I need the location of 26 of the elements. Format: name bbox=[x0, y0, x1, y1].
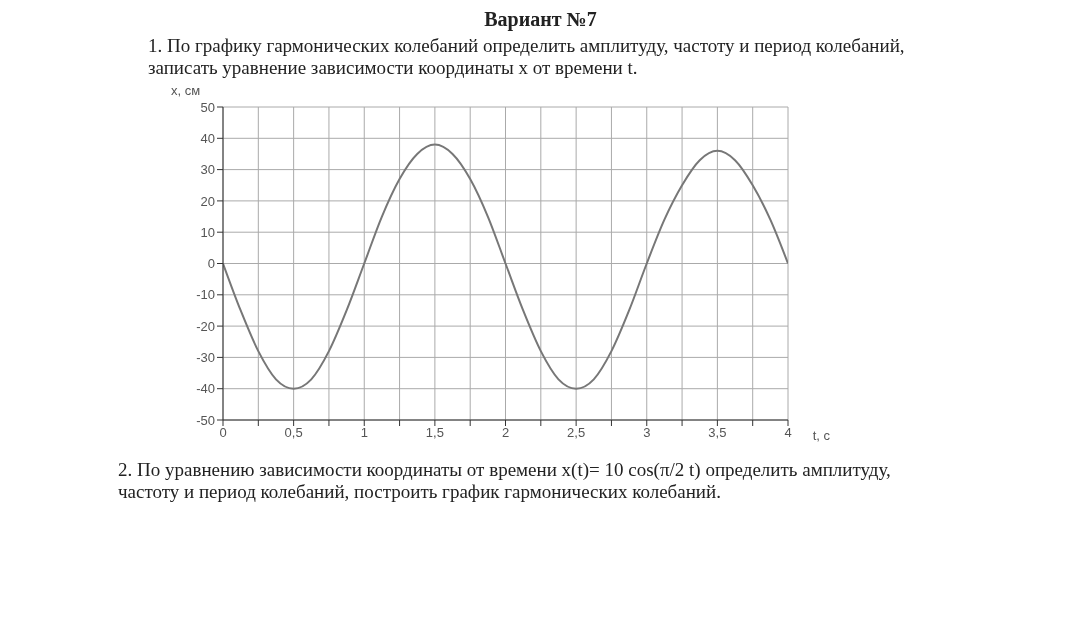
text: 2. По уравнению зависимости координаты от времени x(t)= 10 cos(π/2 t) определить амплитуду, частоту и период колебаний, построить график гармонических колебаний. bbox=[118, 459, 892, 503]
x-tick-label: 3,5 bbox=[708, 425, 727, 441]
x-tick-label: 1 bbox=[360, 425, 368, 441]
x-tick-label: 1,5 bbox=[425, 425, 444, 441]
line-series bbox=[223, 143, 788, 390]
x-axis-title: t, c bbox=[812, 428, 831, 443]
y-tick-label: 20 bbox=[200, 193, 215, 209]
y-tick-label: -20 bbox=[196, 318, 215, 334]
y-tick-label: -10 bbox=[196, 287, 215, 303]
y-tick-label: 40 bbox=[200, 130, 215, 146]
y-tick-label: -40 bbox=[196, 381, 215, 397]
chart-title: Вариант №7 bbox=[483, 8, 598, 31]
y-tick-label: 30 bbox=[200, 162, 215, 178]
x-tick-label: 2 bbox=[501, 425, 510, 441]
x-tick-label: 3 bbox=[643, 425, 651, 441]
x-tick-label: 0,5 bbox=[284, 425, 303, 441]
y-tick-label: 50 bbox=[200, 99, 215, 115]
x-tick-label: 0 bbox=[219, 425, 227, 441]
text: 1. По графику гармонических колебаний определить амплитуду, частоту и период колебаний, записать уравнение зависимости координаты x от времени t. bbox=[148, 35, 906, 79]
x-tick-label: 4 bbox=[784, 425, 792, 441]
y-tick-label: 0 bbox=[207, 256, 215, 272]
x-tick-label: 2,5 bbox=[567, 425, 586, 441]
y-tick-label: -30 bbox=[196, 350, 215, 366]
y-tick-label: 10 bbox=[200, 224, 215, 240]
y-tick-label: -50 bbox=[196, 412, 215, 428]
y-axis-title: x, см bbox=[170, 83, 201, 98]
